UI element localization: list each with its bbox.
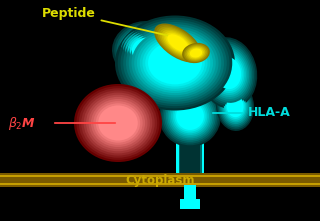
Ellipse shape: [140, 35, 210, 91]
Ellipse shape: [207, 47, 249, 99]
Ellipse shape: [227, 95, 244, 117]
Ellipse shape: [116, 25, 180, 77]
Ellipse shape: [79, 88, 157, 158]
Ellipse shape: [114, 23, 182, 79]
Ellipse shape: [145, 39, 205, 87]
Ellipse shape: [132, 29, 219, 97]
Ellipse shape: [96, 103, 140, 143]
Bar: [187, 185, 193, 207]
Ellipse shape: [169, 95, 211, 137]
Bar: [185, 185, 195, 207]
Bar: [180, 118, 200, 173]
Ellipse shape: [215, 57, 241, 89]
Ellipse shape: [162, 30, 194, 56]
Ellipse shape: [160, 28, 196, 58]
Text: $\beta_2$M: $\beta_2$M: [8, 114, 36, 131]
Ellipse shape: [159, 85, 221, 147]
Ellipse shape: [185, 45, 207, 61]
Ellipse shape: [148, 42, 202, 84]
Ellipse shape: [217, 83, 253, 129]
Bar: [186, 185, 195, 207]
Bar: [179, 118, 201, 173]
Ellipse shape: [225, 93, 245, 119]
Ellipse shape: [93, 101, 143, 145]
Ellipse shape: [199, 37, 257, 109]
Ellipse shape: [222, 90, 247, 122]
Ellipse shape: [165, 33, 191, 53]
Ellipse shape: [86, 95, 150, 151]
Ellipse shape: [163, 88, 218, 144]
Ellipse shape: [190, 48, 202, 57]
Ellipse shape: [115, 15, 235, 110]
Ellipse shape: [125, 32, 171, 70]
Ellipse shape: [164, 90, 216, 142]
Ellipse shape: [158, 27, 198, 59]
Text: Peptide: Peptide: [42, 6, 167, 35]
Ellipse shape: [166, 92, 214, 140]
Ellipse shape: [74, 84, 162, 162]
Ellipse shape: [204, 43, 252, 103]
Ellipse shape: [202, 41, 254, 105]
Ellipse shape: [118, 18, 232, 108]
Ellipse shape: [219, 84, 252, 128]
Ellipse shape: [112, 21, 184, 81]
Ellipse shape: [142, 37, 207, 89]
Ellipse shape: [91, 99, 145, 147]
Bar: [179, 118, 202, 173]
Ellipse shape: [134, 31, 216, 95]
Ellipse shape: [200, 39, 256, 107]
Text: Cytoplasm: Cytoplasm: [125, 174, 195, 187]
Ellipse shape: [171, 97, 209, 135]
Ellipse shape: [174, 100, 206, 132]
Ellipse shape: [129, 26, 221, 100]
Ellipse shape: [212, 53, 244, 93]
Bar: [184, 185, 196, 207]
Ellipse shape: [187, 46, 205, 60]
Bar: [181, 118, 199, 173]
Bar: [186, 185, 194, 207]
Ellipse shape: [205, 45, 251, 101]
Ellipse shape: [221, 88, 249, 124]
Ellipse shape: [188, 47, 204, 59]
Ellipse shape: [210, 51, 246, 95]
Ellipse shape: [98, 105, 138, 141]
Bar: [177, 118, 203, 173]
Ellipse shape: [161, 87, 219, 145]
Bar: [176, 118, 204, 173]
Ellipse shape: [127, 34, 169, 68]
Ellipse shape: [176, 102, 204, 130]
Ellipse shape: [132, 38, 164, 65]
Ellipse shape: [121, 20, 229, 106]
Ellipse shape: [121, 28, 175, 74]
Ellipse shape: [216, 81, 254, 131]
Ellipse shape: [182, 43, 210, 63]
Ellipse shape: [213, 55, 243, 91]
Bar: [178, 118, 202, 173]
Ellipse shape: [220, 86, 250, 126]
Ellipse shape: [173, 99, 207, 133]
Ellipse shape: [184, 44, 208, 62]
Ellipse shape: [126, 24, 224, 102]
Ellipse shape: [123, 22, 227, 104]
Bar: [180, 199, 200, 209]
Ellipse shape: [89, 97, 148, 149]
Ellipse shape: [137, 33, 213, 93]
Ellipse shape: [208, 49, 248, 97]
Ellipse shape: [119, 27, 177, 76]
Ellipse shape: [156, 25, 200, 61]
Bar: [0, 173, 320, 187]
Ellipse shape: [167, 34, 189, 52]
Text: HLA-A: HLA-A: [213, 107, 291, 120]
Ellipse shape: [168, 93, 212, 139]
Ellipse shape: [130, 36, 166, 66]
Ellipse shape: [123, 30, 173, 72]
Ellipse shape: [84, 93, 152, 153]
Ellipse shape: [164, 31, 193, 55]
Ellipse shape: [81, 90, 155, 156]
Ellipse shape: [76, 86, 160, 160]
Ellipse shape: [154, 23, 202, 63]
Ellipse shape: [224, 91, 246, 121]
